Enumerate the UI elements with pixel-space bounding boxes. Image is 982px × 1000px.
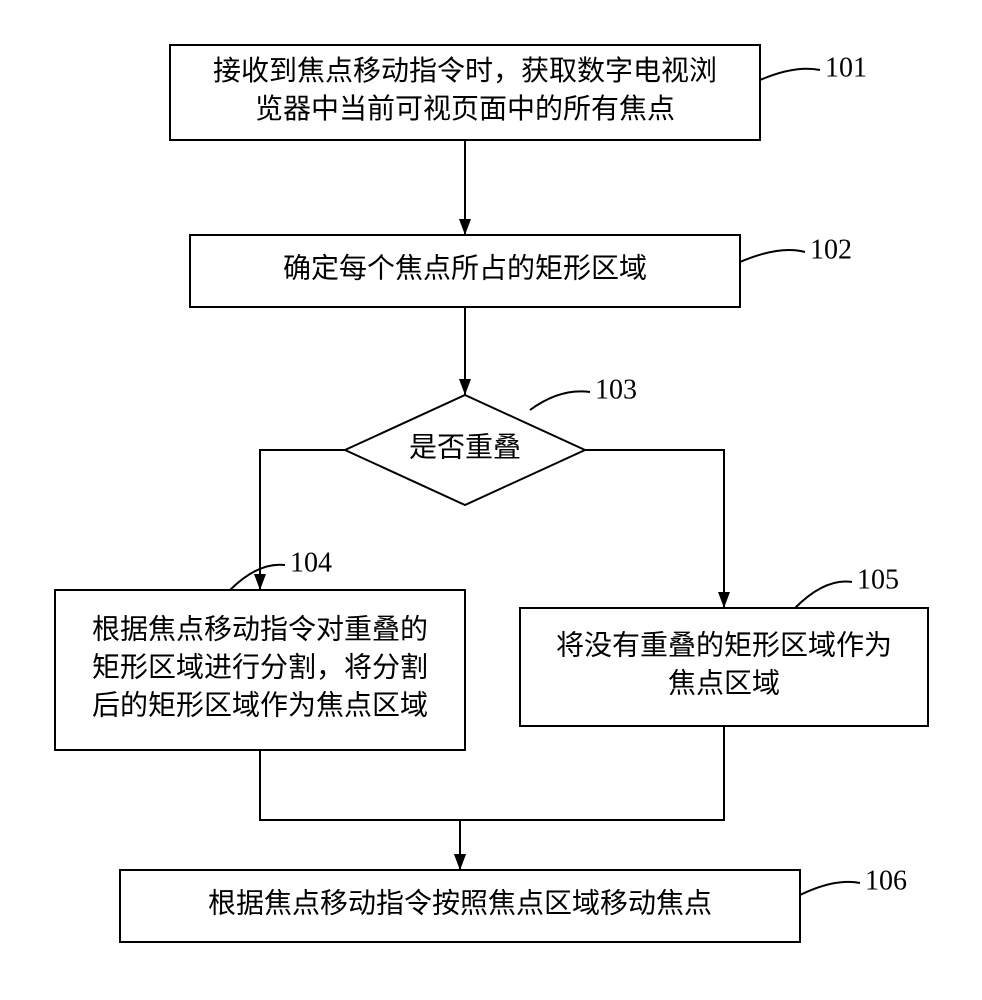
node-n102-line0: 确定每个焦点所占的矩形区域 [283, 252, 647, 284]
node-n104-line2: 后的矩形区域作为焦点区域 [92, 689, 428, 721]
node-n101: 接收到焦点移动指令时，获取数字电视浏览器中当前可视页面中的所有焦点 101 [170, 45, 867, 140]
label-n103: 103 [595, 374, 637, 405]
edge-e5 [260, 750, 460, 870]
edge-e4 [585, 450, 724, 608]
node-n105-line0: 将没有重叠的矩形区域作为 [556, 629, 892, 661]
node-n102: 确定每个焦点所占的矩形区域 102 [190, 234, 852, 307]
node-n105-line1: 焦点区域 [668, 667, 780, 699]
node-n104-line1: 矩形区域进行分割，将分割 [92, 651, 428, 683]
leader-n102 [740, 250, 805, 262]
node-n106: 根据焦点移动指令按照焦点区域移动焦点 106 [120, 865, 907, 942]
leader-n106 [800, 882, 860, 895]
node-n106-line0: 根据焦点移动指令按照焦点区域移动焦点 [208, 887, 712, 919]
node-n104-line0: 根据焦点移动指令对重叠的 [92, 613, 428, 645]
node-n103: 是否重叠 103 [345, 374, 637, 505]
node-n101-line0: 接收到焦点移动指令时，获取数字电视浏 [213, 55, 717, 87]
edge-e6 [460, 726, 724, 870]
label-n105: 105 [857, 564, 899, 595]
label-n102: 102 [810, 234, 852, 265]
node-n103-line0: 是否重叠 [409, 431, 521, 463]
label-n101: 101 [825, 52, 867, 83]
leader-n103 [530, 391, 590, 410]
node-n101-line1: 览器中当前可视页面中的所有焦点 [255, 93, 675, 125]
leader-n101 [760, 69, 820, 80]
leader-n105 [795, 582, 852, 608]
label-n104: 104 [290, 547, 332, 578]
label-n106: 106 [865, 865, 907, 896]
